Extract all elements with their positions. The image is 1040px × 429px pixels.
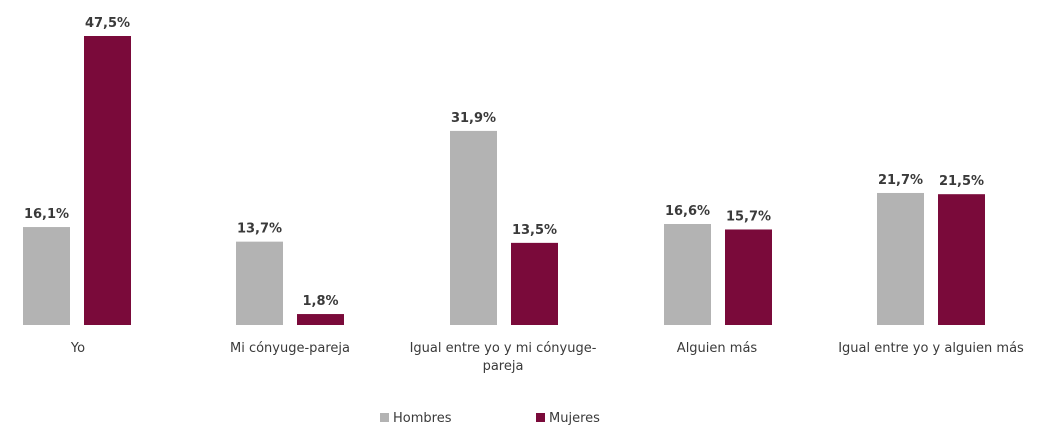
legend-label-mujeres: Mujeres [549,411,600,425]
legend-swatch-hombres [380,413,389,422]
legend-swatch-mujeres [536,413,545,422]
bar-mujeres-2 [511,242,558,325]
bar-hombres-1 [236,241,283,325]
data-label-hombres-1: 13,7% [237,222,282,237]
category-label-2-line-0: Igual entre yo y mi cónyuge- [410,341,597,356]
bar-mujeres-1 [297,314,344,325]
bar-hombres-0 [23,227,70,325]
data-label-mujeres-3: 15,7% [726,209,771,224]
bar-hombres-2 [450,130,497,325]
data-label-mujeres-0: 47,5% [85,16,130,31]
category-label-1: Mi cónyuge-pareja [230,341,350,356]
legend-label-hombres: Hombres [393,411,452,425]
data-label-mujeres-1: 1,8% [302,294,338,309]
data-label-mujeres-2: 13,5% [512,223,557,238]
bar-hombres-4 [877,192,924,325]
bar-mujeres-4 [938,194,985,325]
bar-mujeres-3 [725,229,772,325]
bar-mujeres-0 [84,36,131,325]
category-label-4: Igual entre yo y alguien más [838,341,1024,356]
bar-hombres-3 [664,224,711,325]
data-label-hombres-2: 31,9% [451,111,496,126]
category-label-3: Alguien más [677,341,758,356]
data-label-hombres-4: 21,7% [878,173,923,188]
category-label-2-line-1: pareja [483,359,524,374]
category-label-0: Yo [70,341,85,356]
data-label-mujeres-4: 21,5% [939,174,984,189]
data-label-hombres-3: 16,6% [665,204,710,219]
data-label-hombres-0: 16,1% [24,207,69,222]
